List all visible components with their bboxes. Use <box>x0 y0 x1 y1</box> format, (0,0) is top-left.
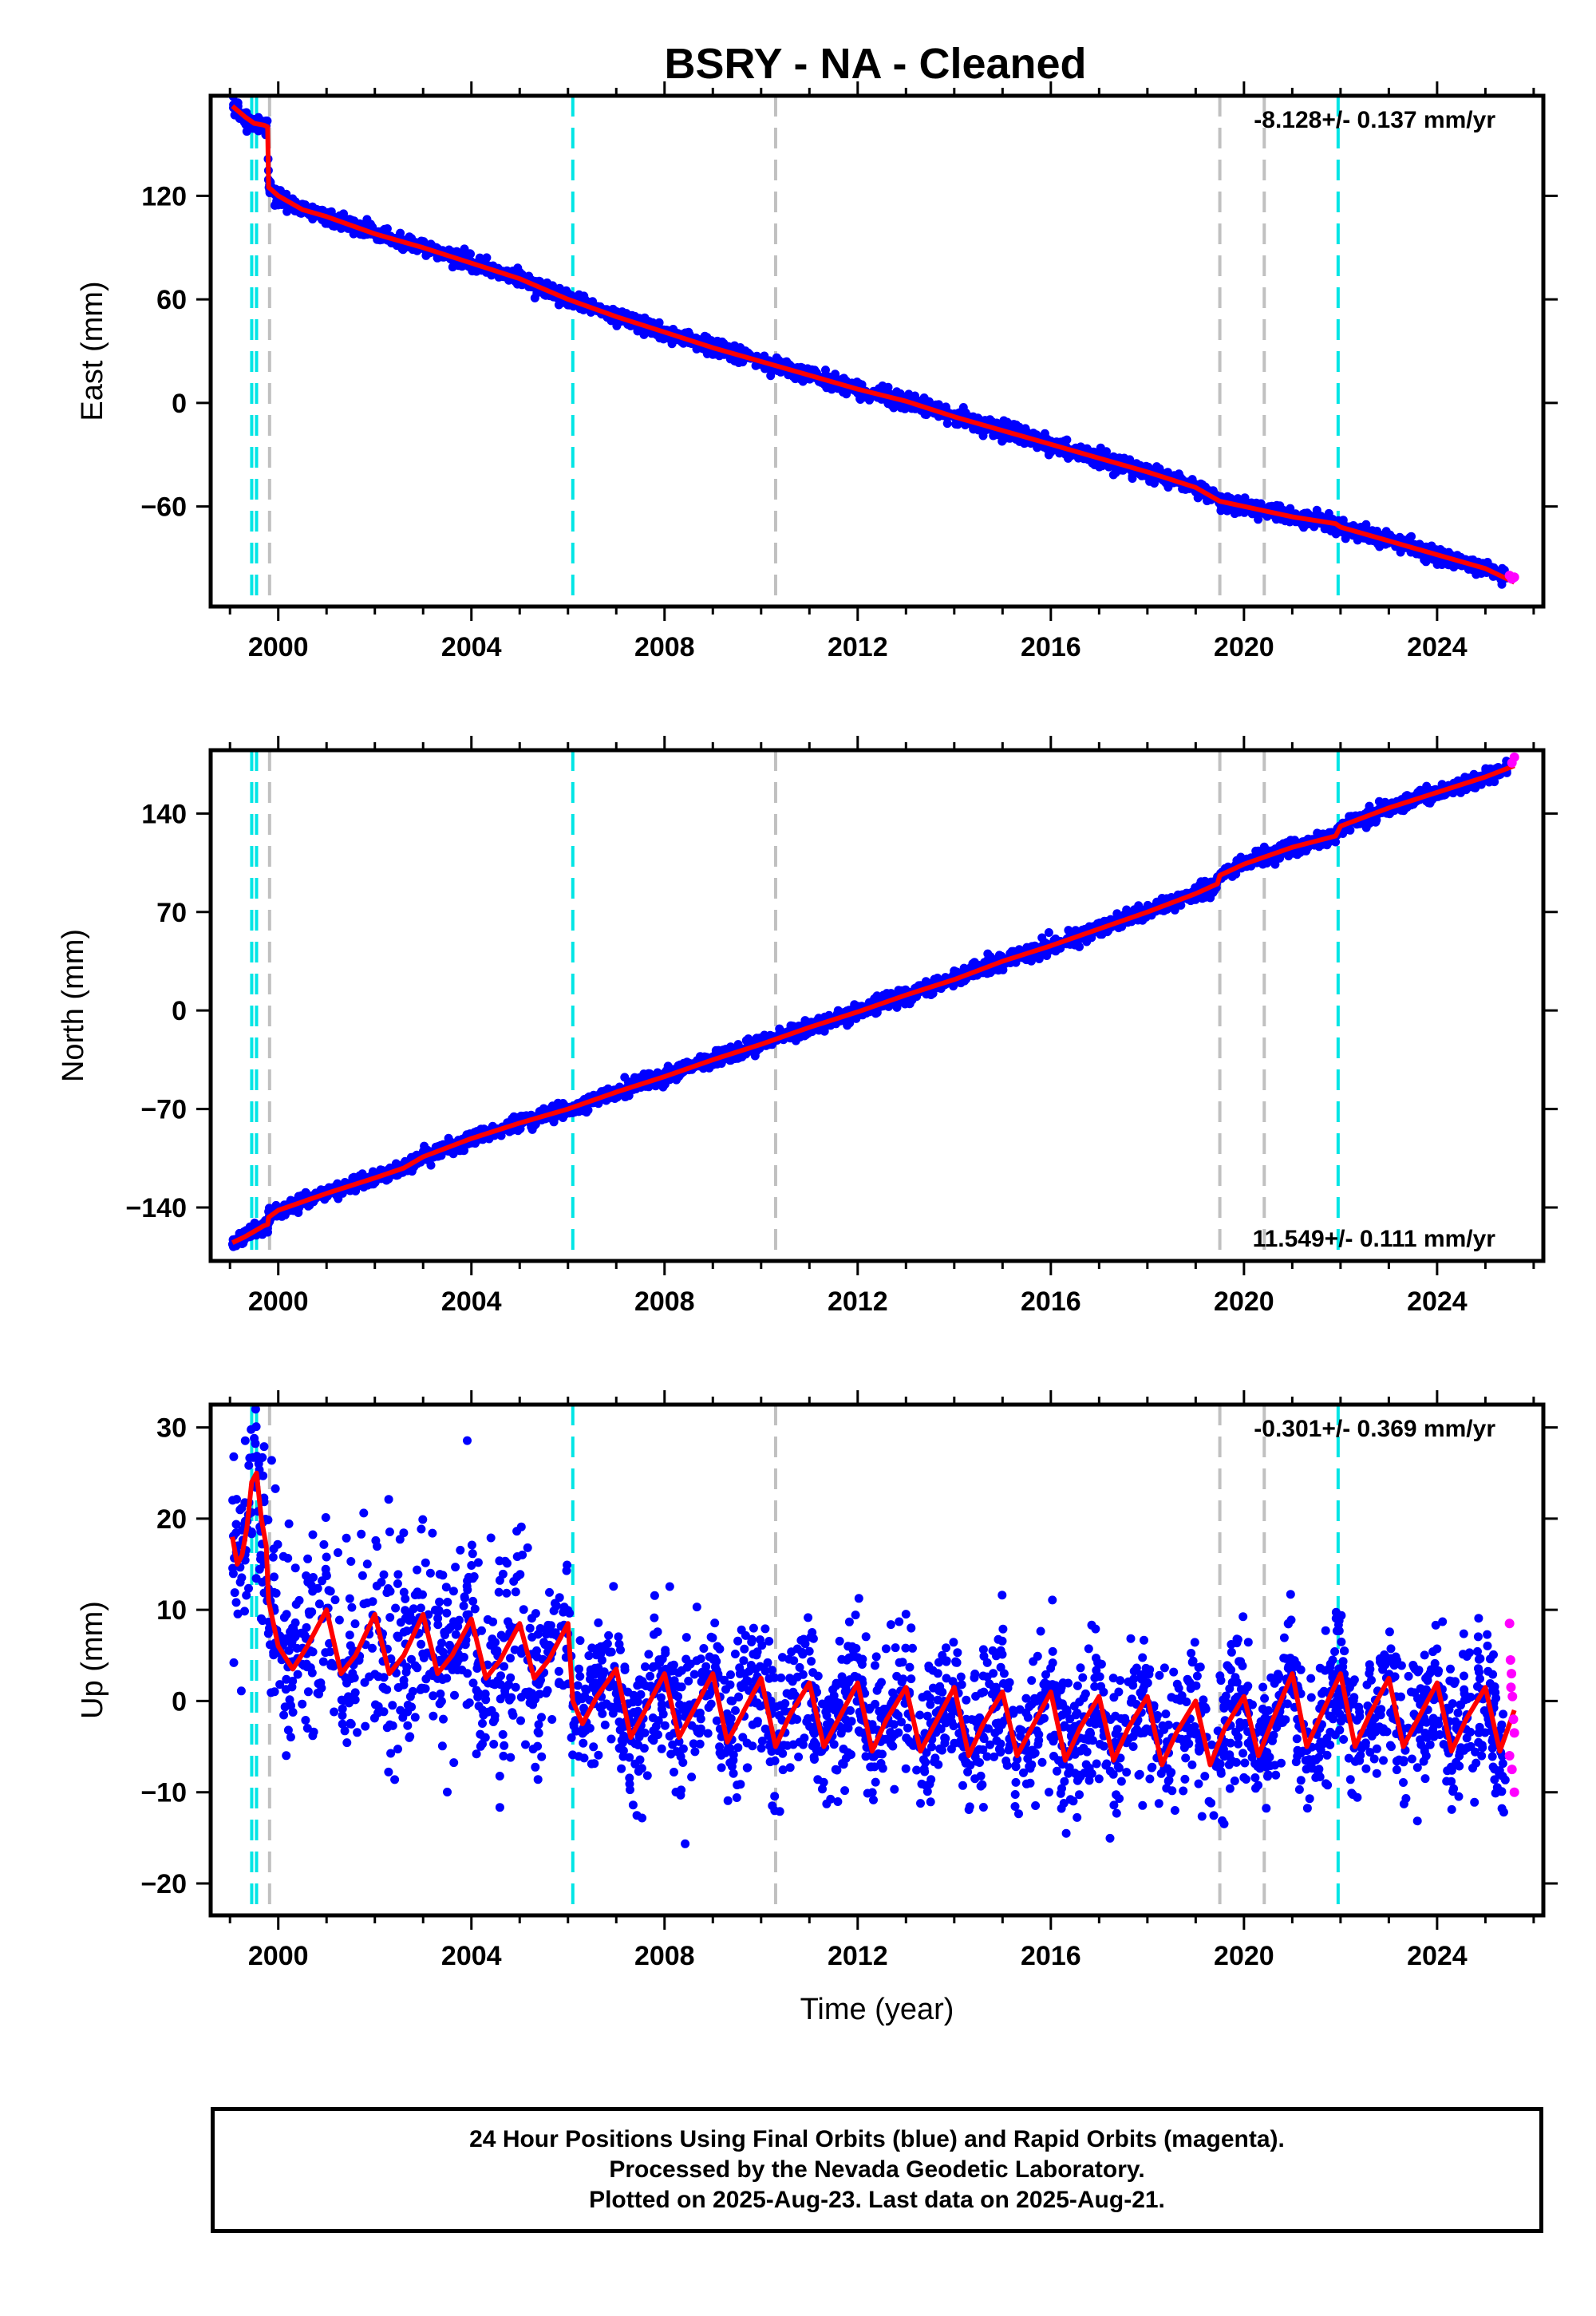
footer-line-1: 24 Hour Positions Using Final Orbits (bl… <box>469 2126 1285 2152</box>
y-tick-label: 140 <box>141 799 187 829</box>
y-tick-label: −70 <box>140 1095 187 1125</box>
rapid-orbit-point <box>1505 1655 1515 1665</box>
final-points-cloud <box>228 96 1511 589</box>
model-line <box>231 104 1515 585</box>
panel-north: 2000 2004 2008 2012 2016 2020 2024 140 70 0 −70 −14… <box>57 736 1558 1317</box>
y-tick-label: −60 <box>140 492 187 523</box>
rapid-orbit-point <box>1507 1765 1517 1775</box>
x-tick-label: 2000 <box>248 632 309 662</box>
x-tick-label: 2000 <box>248 1286 309 1317</box>
y-tick-label: 20 <box>156 1504 187 1535</box>
y-tick-label: 60 <box>156 285 187 315</box>
y-tick-label: −20 <box>140 1869 187 1899</box>
x-tick-label: 2024 <box>1407 1286 1468 1317</box>
velocity-label: 11.549+/- 0.111 mm/yr <box>1253 1226 1496 1252</box>
rapid-orbit-point <box>1509 752 1519 762</box>
rapid-orbit-point <box>1507 1691 1518 1701</box>
x-tick-label: 2012 <box>828 1941 888 1971</box>
final-points-cloud <box>228 1405 1510 1848</box>
footer-box: 24 Hour Positions Using Final Orbits (bl… <box>211 2107 1543 2233</box>
rapid-orbit-point <box>1509 572 1519 583</box>
x-tick-label: 2008 <box>634 1286 695 1317</box>
rapid-orbit-point <box>1509 1728 1519 1738</box>
final-orbit-points <box>228 96 1511 589</box>
x-tick-label: 2004 <box>441 1941 502 1971</box>
plot-frame <box>208 748 1546 1263</box>
rapid-orbit-point <box>1507 1669 1517 1679</box>
x-tick-label: 2020 <box>1214 1286 1274 1317</box>
y-tick-label: 70 <box>156 898 187 928</box>
rapid-orbit-point <box>1506 1682 1516 1693</box>
x-tick-label: 2008 <box>634 632 695 662</box>
y-tick-label: 0 <box>172 389 187 419</box>
x-axis-label: Time (year) <box>800 1993 954 2026</box>
x-tick-label: 2016 <box>1021 1941 1081 1971</box>
x-tick-label: 2012 <box>828 1286 888 1317</box>
x-tick-label: 2004 <box>441 1286 502 1317</box>
x-tick-label: 2016 <box>1021 1286 1081 1317</box>
rapid-orbit-point <box>1509 1787 1519 1797</box>
x-tick-label: 2012 <box>828 632 888 662</box>
y-axis-label: North (mm) <box>57 929 90 1082</box>
x-tick-label: 2000 <box>248 1941 309 1971</box>
panel-up: 2000 2004 2008 2012 2016 2020 2024 30 20 10 0 −10 −2… <box>76 1390 1558 2026</box>
plot-area <box>227 750 1519 1261</box>
x-tick-label: 2020 <box>1214 1941 1274 1971</box>
y-tick-label: 0 <box>172 996 187 1026</box>
final-points-cloud <box>227 757 1511 1251</box>
final-orbit-points <box>227 757 1511 1251</box>
rapid-orbit-point <box>1504 1751 1515 1761</box>
plot-area <box>228 1405 1519 1915</box>
rapid-orbit-point <box>1504 1618 1515 1629</box>
velocity-label: -0.301+/- 0.369 mm/yr <box>1254 1416 1495 1442</box>
y-tick-label: −140 <box>125 1193 187 1223</box>
footer-line-3: Plotted on 2025-Aug-23. Last data on 202… <box>589 2187 1165 2213</box>
x-tick-label: 2024 <box>1407 632 1468 662</box>
y-tick-label: 10 <box>156 1595 187 1626</box>
velocity-label: -8.128+/- 0.137 mm/yr <box>1254 107 1495 133</box>
final-orbit-points <box>228 1405 1510 1848</box>
figure-title: BSRY - NA - Cleaned <box>664 40 1086 88</box>
panel-east: 2000 2004 2008 2012 2016 2020 2024 120 60 0 −60 Eas… <box>76 81 1558 662</box>
plot-area <box>228 96 1519 607</box>
plot-frame <box>208 1402 1546 1918</box>
y-tick-label: −10 <box>140 1778 187 1808</box>
x-tick-label: 2024 <box>1407 1941 1468 1971</box>
model-line <box>231 763 1515 1245</box>
footer-line-2: Processed by the Nevada Geodetic Laborat… <box>609 2156 1145 2183</box>
x-tick-label: 2008 <box>634 1941 695 1971</box>
plot-frame <box>208 93 1546 609</box>
x-tick-label: 2004 <box>441 632 502 662</box>
y-axis-label: East (mm) <box>76 281 109 421</box>
y-tick-label: 0 <box>172 1686 187 1717</box>
rapid-orbit-point <box>1508 1714 1519 1725</box>
y-axis-label: Up (mm) <box>76 1601 109 1719</box>
y-tick-label: 120 <box>141 181 187 211</box>
model-line <box>230 1470 1517 1768</box>
x-tick-label: 2016 <box>1021 632 1081 662</box>
y-tick-label: 30 <box>156 1413 187 1444</box>
x-tick-label: 2020 <box>1214 632 1274 662</box>
